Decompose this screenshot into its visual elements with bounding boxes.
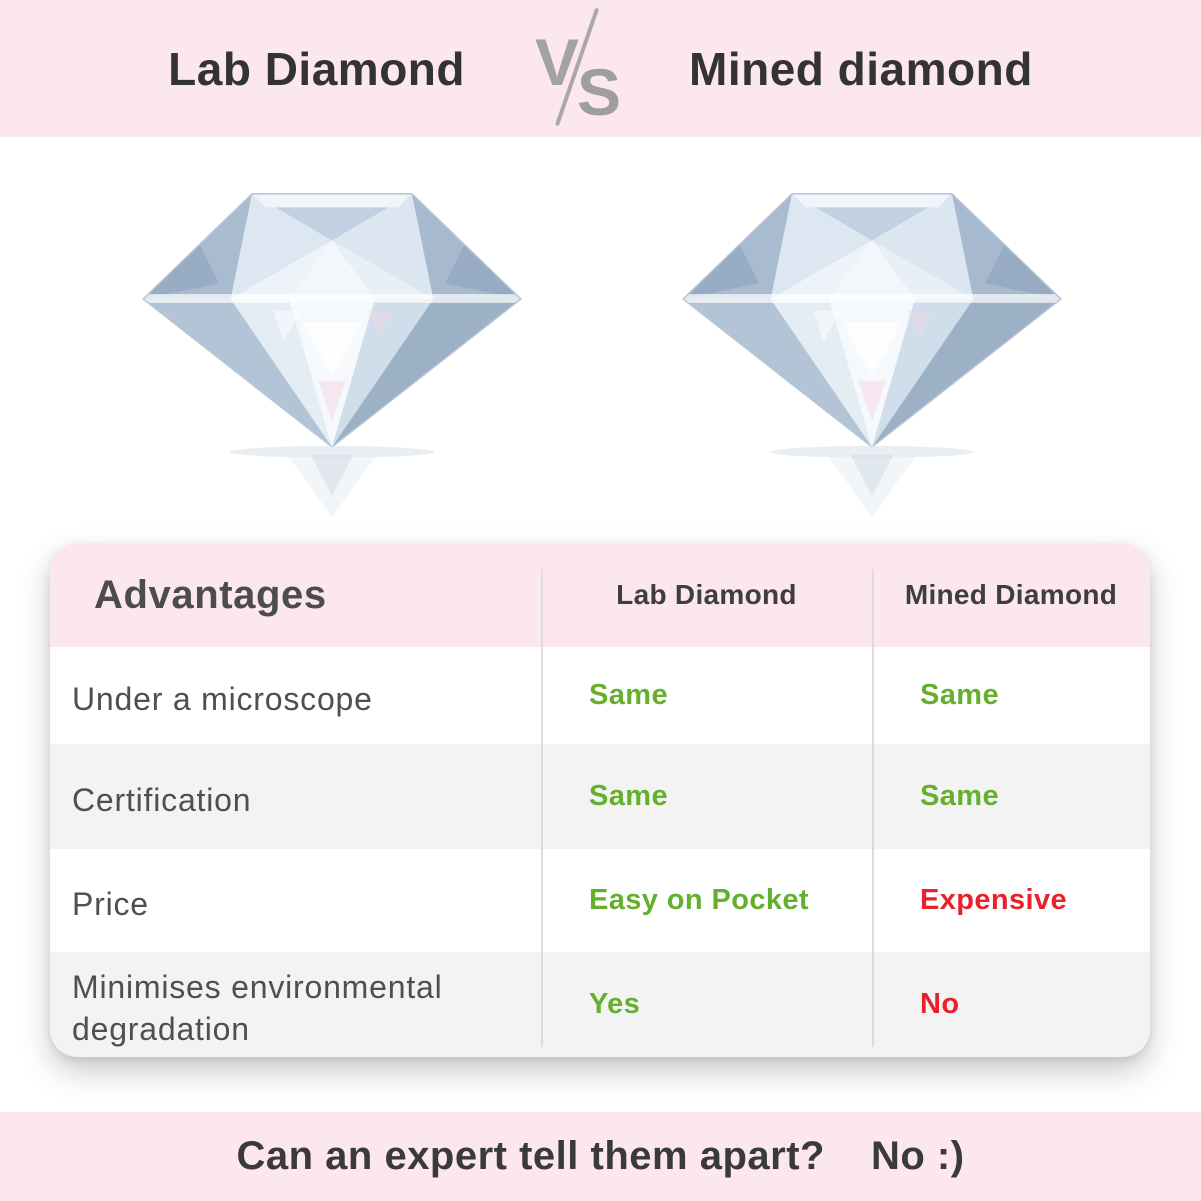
row-environmental-lab-value: Yes <box>541 952 872 1057</box>
vs-letter-v: V <box>535 24 580 99</box>
table-header-advantages: Advantages <box>50 543 541 647</box>
header-banner: Lab Diamond V S Mined diamond <box>0 0 1201 137</box>
footer-banner: Can an expert tell them apart? No :) <box>0 1112 1201 1201</box>
row-label-certification: Certification <box>50 744 541 849</box>
row-label-environmental-degradation: Minimises environmental degradation <box>50 952 541 1057</box>
mined-diamond-title: Mined diamond <box>689 42 1033 95</box>
row-certification-lab-value: Same <box>541 744 872 849</box>
column-divider-2 <box>872 569 874 1047</box>
column-divider-1 <box>541 569 543 1047</box>
footer-question: Can an expert tell them apart? <box>236 1134 825 1178</box>
vs-letter-s: S <box>577 54 622 129</box>
row-under-a-microscope-mined-value: Same <box>920 679 999 711</box>
table-header-mined-diamond: Mined Diamond <box>872 543 1150 647</box>
lab-diamond-image <box>142 193 522 518</box>
lab-diamond-title: Lab Diamond <box>168 42 465 95</box>
row-label-under-a-microscope: Under a microscope <box>72 680 373 717</box>
mined-diamond-image <box>682 193 1062 518</box>
row-environmental-mined-value: No <box>872 952 1150 1057</box>
row-certification-mined-value: Same <box>872 744 1150 849</box>
table-header-lab-diamond: Lab Diamond <box>541 543 872 647</box>
footer-answer: No :) <box>870 1134 965 1178</box>
row-under-a-microscope-lab-value: Same <box>589 679 668 711</box>
row-price-lab-value: Easy on Pocket <box>589 884 809 916</box>
comparison-table: Advantages Lab Diamond Mined Diamond Und… <box>50 543 1150 1057</box>
row-label-price: Price <box>72 885 149 922</box>
vs-badge: V S <box>521 7 633 129</box>
row-price-mined-value: Expensive <box>920 884 1068 916</box>
